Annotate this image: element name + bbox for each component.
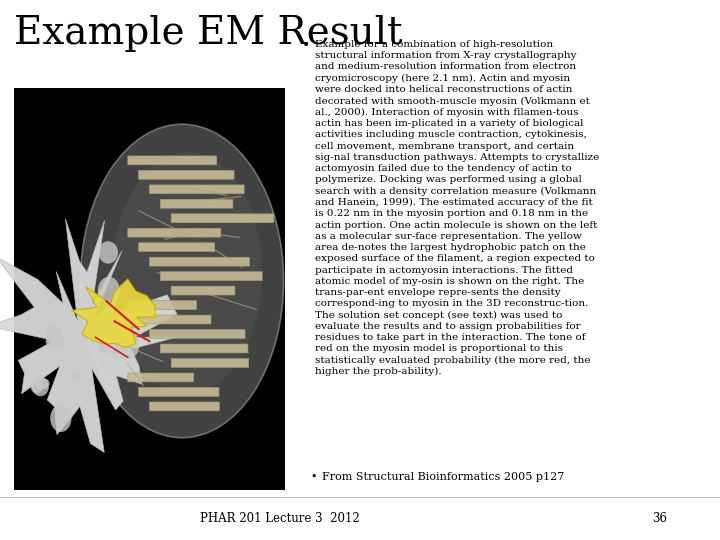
Text: Example for a combination of high-resolution
structural information from X-ray c: Example for a combination of high-resolu… <box>315 40 599 376</box>
Ellipse shape <box>45 324 62 344</box>
FancyBboxPatch shape <box>171 214 274 222</box>
Text: •: • <box>310 472 317 482</box>
Ellipse shape <box>98 342 110 354</box>
Ellipse shape <box>98 276 120 305</box>
FancyBboxPatch shape <box>128 373 194 382</box>
Polygon shape <box>71 279 156 347</box>
FancyBboxPatch shape <box>139 171 234 179</box>
Ellipse shape <box>111 346 125 357</box>
Text: •: • <box>302 38 310 52</box>
Ellipse shape <box>32 377 49 396</box>
Ellipse shape <box>99 241 118 264</box>
FancyBboxPatch shape <box>161 199 233 208</box>
FancyBboxPatch shape <box>128 228 221 237</box>
Text: From Structural Bioinformatics 2005 p127: From Structural Bioinformatics 2005 p127 <box>322 472 564 482</box>
Ellipse shape <box>115 332 140 359</box>
Ellipse shape <box>113 152 262 394</box>
FancyBboxPatch shape <box>139 315 211 324</box>
Text: PHAR 201 Lecture 3  2012: PHAR 201 Lecture 3 2012 <box>200 512 360 525</box>
FancyBboxPatch shape <box>150 185 244 194</box>
Ellipse shape <box>81 124 284 438</box>
Ellipse shape <box>35 378 50 389</box>
Ellipse shape <box>45 335 64 348</box>
Ellipse shape <box>68 372 79 381</box>
Bar <box>14 88 285 490</box>
FancyBboxPatch shape <box>139 388 219 396</box>
FancyBboxPatch shape <box>150 402 220 411</box>
Polygon shape <box>0 219 177 453</box>
FancyBboxPatch shape <box>150 329 245 339</box>
FancyBboxPatch shape <box>128 156 217 165</box>
FancyBboxPatch shape <box>150 257 249 266</box>
FancyBboxPatch shape <box>161 344 248 353</box>
FancyBboxPatch shape <box>161 272 262 281</box>
FancyBboxPatch shape <box>171 359 248 367</box>
FancyBboxPatch shape <box>128 301 197 309</box>
Ellipse shape <box>31 380 42 393</box>
FancyBboxPatch shape <box>171 286 235 295</box>
Text: 36: 36 <box>652 512 667 525</box>
Text: Example EM Result: Example EM Result <box>14 15 402 52</box>
Ellipse shape <box>50 404 71 432</box>
FancyBboxPatch shape <box>139 243 215 252</box>
